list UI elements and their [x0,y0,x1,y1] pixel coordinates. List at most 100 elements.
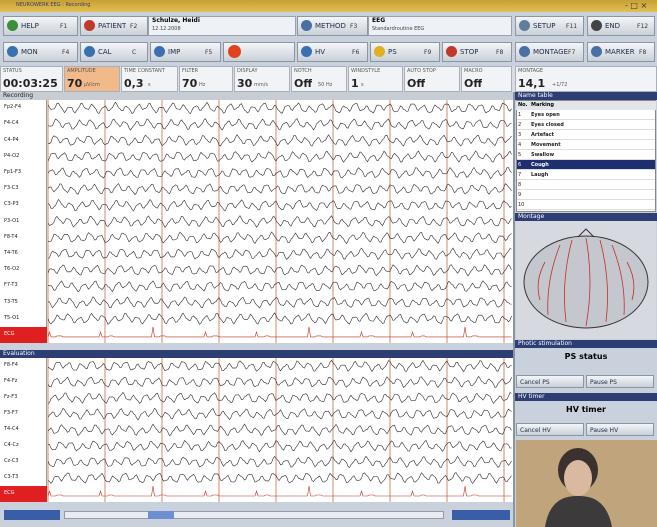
row-marking: Movement [531,142,561,148]
channel-label: P4-O2 [4,152,20,159]
button-key: F9 [424,49,432,56]
toolbar-button[interactable] [442,42,512,62]
button-key: F8 [496,49,504,56]
section-title: HV timer [566,405,606,414]
window-controls[interactable]: - □ × [625,1,648,10]
toolbar-button[interactable] [80,16,148,36]
scroll-thumb[interactable] [148,511,174,519]
table-header-cell: Marking [531,102,554,108]
channel-label: C3-P3 [4,201,19,208]
playback-controls[interactable] [4,510,60,520]
channel-label: F8-T4 [4,233,18,240]
button-icon [519,20,530,31]
trace-area [47,100,513,343]
status-label: MACRO [464,68,483,74]
row-number: 7 [518,172,522,178]
hv-button[interactable]: Pause HV [586,423,654,436]
channel-label-column [0,358,47,502]
channel-label: ECG [4,490,15,496]
table-row[interactable] [517,190,655,200]
button-label: PATIENT [98,22,127,30]
row-number: 8 [518,182,522,188]
status-value: Off [407,77,426,90]
toolbar-button[interactable] [150,42,221,62]
toolbar-button[interactable] [515,42,584,62]
channel-label: C3-T3 [4,474,19,480]
button-icon [7,20,18,31]
channel-label: Cz-C3 [4,458,19,464]
row-marking: Eyes open [531,112,560,118]
toolbar-button[interactable] [587,16,655,36]
button-icon [519,46,530,57]
status-cell [64,66,120,92]
status-label: FILTER [182,68,199,74]
hv-header: HV timer [515,393,657,401]
table-row[interactable] [517,150,655,160]
table-row[interactable] [517,170,655,180]
row-number: 6 [518,162,522,168]
channel-label: T4-C4 [4,426,19,432]
status-unit: s [148,82,151,88]
patient-date: 12.12.2008 [152,26,181,32]
montage-title: Montage [515,213,657,221]
toolbar-button[interactable] [587,42,655,62]
button-icon [154,46,165,57]
table-row[interactable] [517,120,655,130]
button-icon [446,46,457,57]
ps-button[interactable]: Cancel PS [516,375,584,388]
channel-label: F3-C3 [4,185,19,192]
toolbar-button[interactable] [370,42,440,62]
status-unit: mm/s [254,82,269,88]
channel-label: Fp1-F3 [4,168,22,175]
button-label: HV [315,48,326,56]
status-value: Off [294,77,313,90]
button-icon [591,46,602,57]
patient-info-box [148,16,296,36]
button-key: F1 [60,23,68,30]
channel-label: T5-O1 [4,314,20,321]
channel-label: T3-T5 [4,298,18,305]
nav-controls[interactable] [452,510,510,520]
toolbar-button[interactable] [297,42,368,62]
record-button[interactable] [223,42,295,62]
table-row[interactable] [517,110,655,120]
status-unit: 50 Hz [318,82,333,88]
toolbar-button[interactable] [297,16,368,36]
button-label: MON [21,48,38,56]
button-key: F3 [350,23,358,30]
status-label: STATUS [3,68,22,74]
toolbar-button[interactable] [515,16,584,36]
table-row[interactable] [517,160,655,170]
status-label: AMPLITUDE [67,68,96,74]
ps-button[interactable]: Pause PS [586,375,654,388]
video-frame [516,440,657,527]
channel-label: ECG [4,330,15,337]
button-label: MONTAGE [533,48,569,56]
channel-label: C4-P4 [4,136,19,143]
table-row[interactable] [517,200,655,210]
channel-label: T4-T6 [4,249,18,256]
button-key: F6 [352,49,360,56]
button-icon [591,20,602,31]
button-icon [301,20,312,31]
row-number: 2 [518,122,522,128]
channel-label: P3-O1 [4,217,20,224]
scrollbar[interactable] [64,511,444,519]
button-key: F4 [62,49,70,56]
toolbar-button[interactable] [3,42,78,62]
row-number: 9 [518,192,522,198]
button-key: F5 [205,49,213,56]
method-info-box [368,16,512,36]
hv-button[interactable]: Cancel HV [516,423,584,436]
status-cell [348,66,403,92]
channel-label: T6-O2 [4,266,20,273]
toolbar-button[interactable] [80,42,148,62]
status-unit: +1/72 [552,82,568,88]
table-row[interactable] [517,140,655,150]
table-row[interactable] [517,130,655,140]
table-row[interactable] [517,180,655,190]
status-cell [234,66,290,92]
toolbar-button[interactable] [3,16,78,36]
channel-label: F4-C4 [4,120,19,127]
status-value: Off [464,77,483,90]
